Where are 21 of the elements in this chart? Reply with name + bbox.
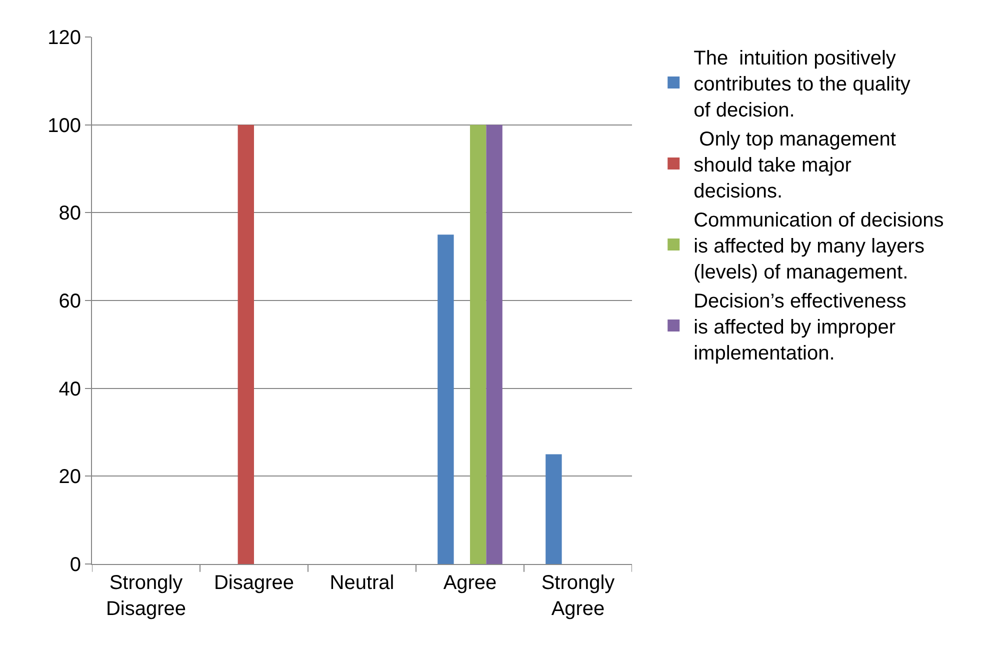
y-tick-label: 0 xyxy=(70,554,81,576)
legend-label: Decision’s effectiveness is affected by improper implementation. xyxy=(694,290,906,364)
x-tick-label: Neutral xyxy=(330,572,394,594)
x-tick-label: Agree xyxy=(443,572,497,594)
legend-label: The intuition positively contributes to the quality of decision. xyxy=(694,47,910,122)
legend-label: Communication of decisions is affected by many layers (levels) of management. xyxy=(694,209,944,284)
y-tick-label: 120 xyxy=(48,27,81,49)
y-tick-label: 100 xyxy=(48,114,81,137)
x-tick-label: Disagree xyxy=(214,572,294,594)
bar xyxy=(486,124,502,564)
bar xyxy=(238,124,254,564)
bar xyxy=(438,234,454,564)
bar xyxy=(470,124,486,564)
x-tick-label: Strongly Agree xyxy=(541,572,615,620)
y-tick-label: 80 xyxy=(58,202,81,225)
x-tick-label: Strongly Disagree xyxy=(106,572,186,620)
bar xyxy=(546,454,562,564)
y-tick-label: 20 xyxy=(58,466,81,488)
legend-label: Only top management should take major decisions. xyxy=(694,128,896,202)
y-tick-label: 60 xyxy=(58,290,81,312)
y-tick-label: 40 xyxy=(58,378,81,400)
